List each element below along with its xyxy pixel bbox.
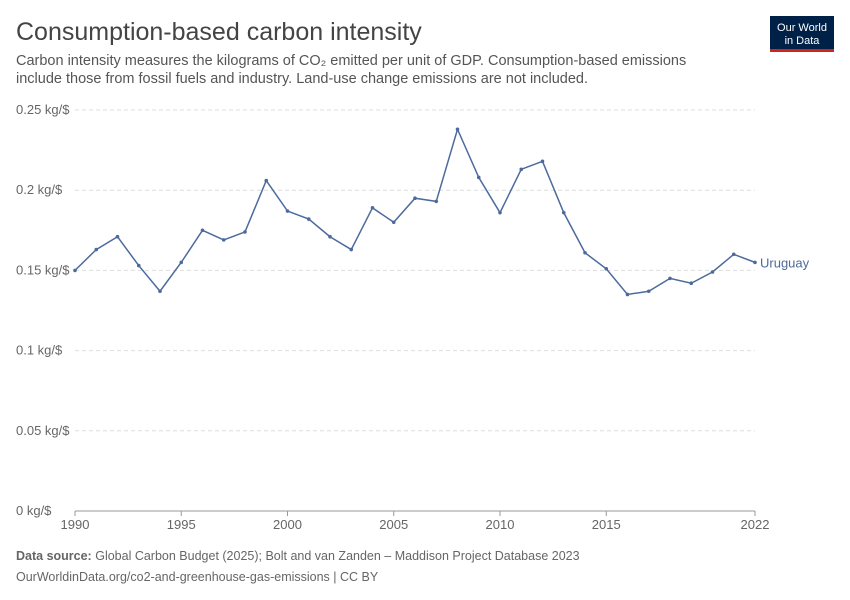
chart-title: Consumption-based carbon intensity <box>16 18 422 46</box>
y-tick-label: 0.1 kg/$ <box>16 343 63 358</box>
point <box>73 268 77 273</box>
point <box>179 260 184 265</box>
point <box>243 230 247 234</box>
x-tick-label: 1990 <box>61 517 90 532</box>
x-tick-label: 2005 <box>379 517 408 532</box>
source-text: Global Carbon Budget (2025); Bolt and va… <box>95 549 579 563</box>
point <box>285 209 290 213</box>
point <box>476 175 481 180</box>
x-tick-label: 2000 <box>273 517 302 532</box>
point <box>221 238 226 242</box>
point <box>710 270 715 274</box>
point <box>689 281 694 286</box>
logo-text: in Data <box>785 35 821 47</box>
source-label: Data source: <box>16 549 92 563</box>
y-tick-label: 0.2 kg/$ <box>16 182 63 197</box>
point <box>136 263 141 268</box>
point <box>604 266 609 271</box>
point <box>519 167 524 172</box>
point <box>413 196 417 201</box>
point <box>455 127 460 132</box>
series-label: Uruguay <box>760 255 810 270</box>
y-tick-label: 0.25 kg/$ <box>16 102 70 117</box>
y-tick-label: 0 kg/$ <box>16 503 52 518</box>
point <box>646 289 651 294</box>
x-tick-label: 2022 <box>741 517 770 532</box>
point <box>498 210 502 215</box>
x-tick-label: 2010 <box>486 517 515 532</box>
point <box>731 252 736 257</box>
point <box>158 289 162 294</box>
x-tick-label: 1995 <box>167 517 196 532</box>
point <box>328 234 332 239</box>
source: Data source: Global Carbon Budget (2025)… <box>16 549 580 563</box>
point <box>115 234 120 239</box>
point <box>753 260 757 265</box>
point <box>349 247 354 252</box>
y-tick-label: 0.05 kg/$ <box>16 423 70 438</box>
point <box>434 199 439 204</box>
point <box>370 206 375 210</box>
point <box>625 292 630 297</box>
x-tick-label: 2015 <box>592 517 621 532</box>
point <box>583 250 587 255</box>
logo-text: Our World <box>777 22 827 34</box>
point <box>391 220 396 225</box>
point <box>540 159 545 164</box>
point <box>264 178 269 183</box>
point <box>200 228 205 233</box>
logo-stripe <box>770 49 834 52</box>
point <box>668 276 672 281</box>
y-tick-label: 0.15 kg/$ <box>16 262 70 277</box>
subtitle: Carbon intensity measures the kilograms … <box>16 53 687 87</box>
point <box>94 247 99 252</box>
line <box>74 127 756 296</box>
url-line: OurWorldinData.org/co2-and-greenhouse-ga… <box>16 570 379 584</box>
logo <box>770 16 834 52</box>
point <box>561 210 566 215</box>
point <box>306 217 311 221</box>
